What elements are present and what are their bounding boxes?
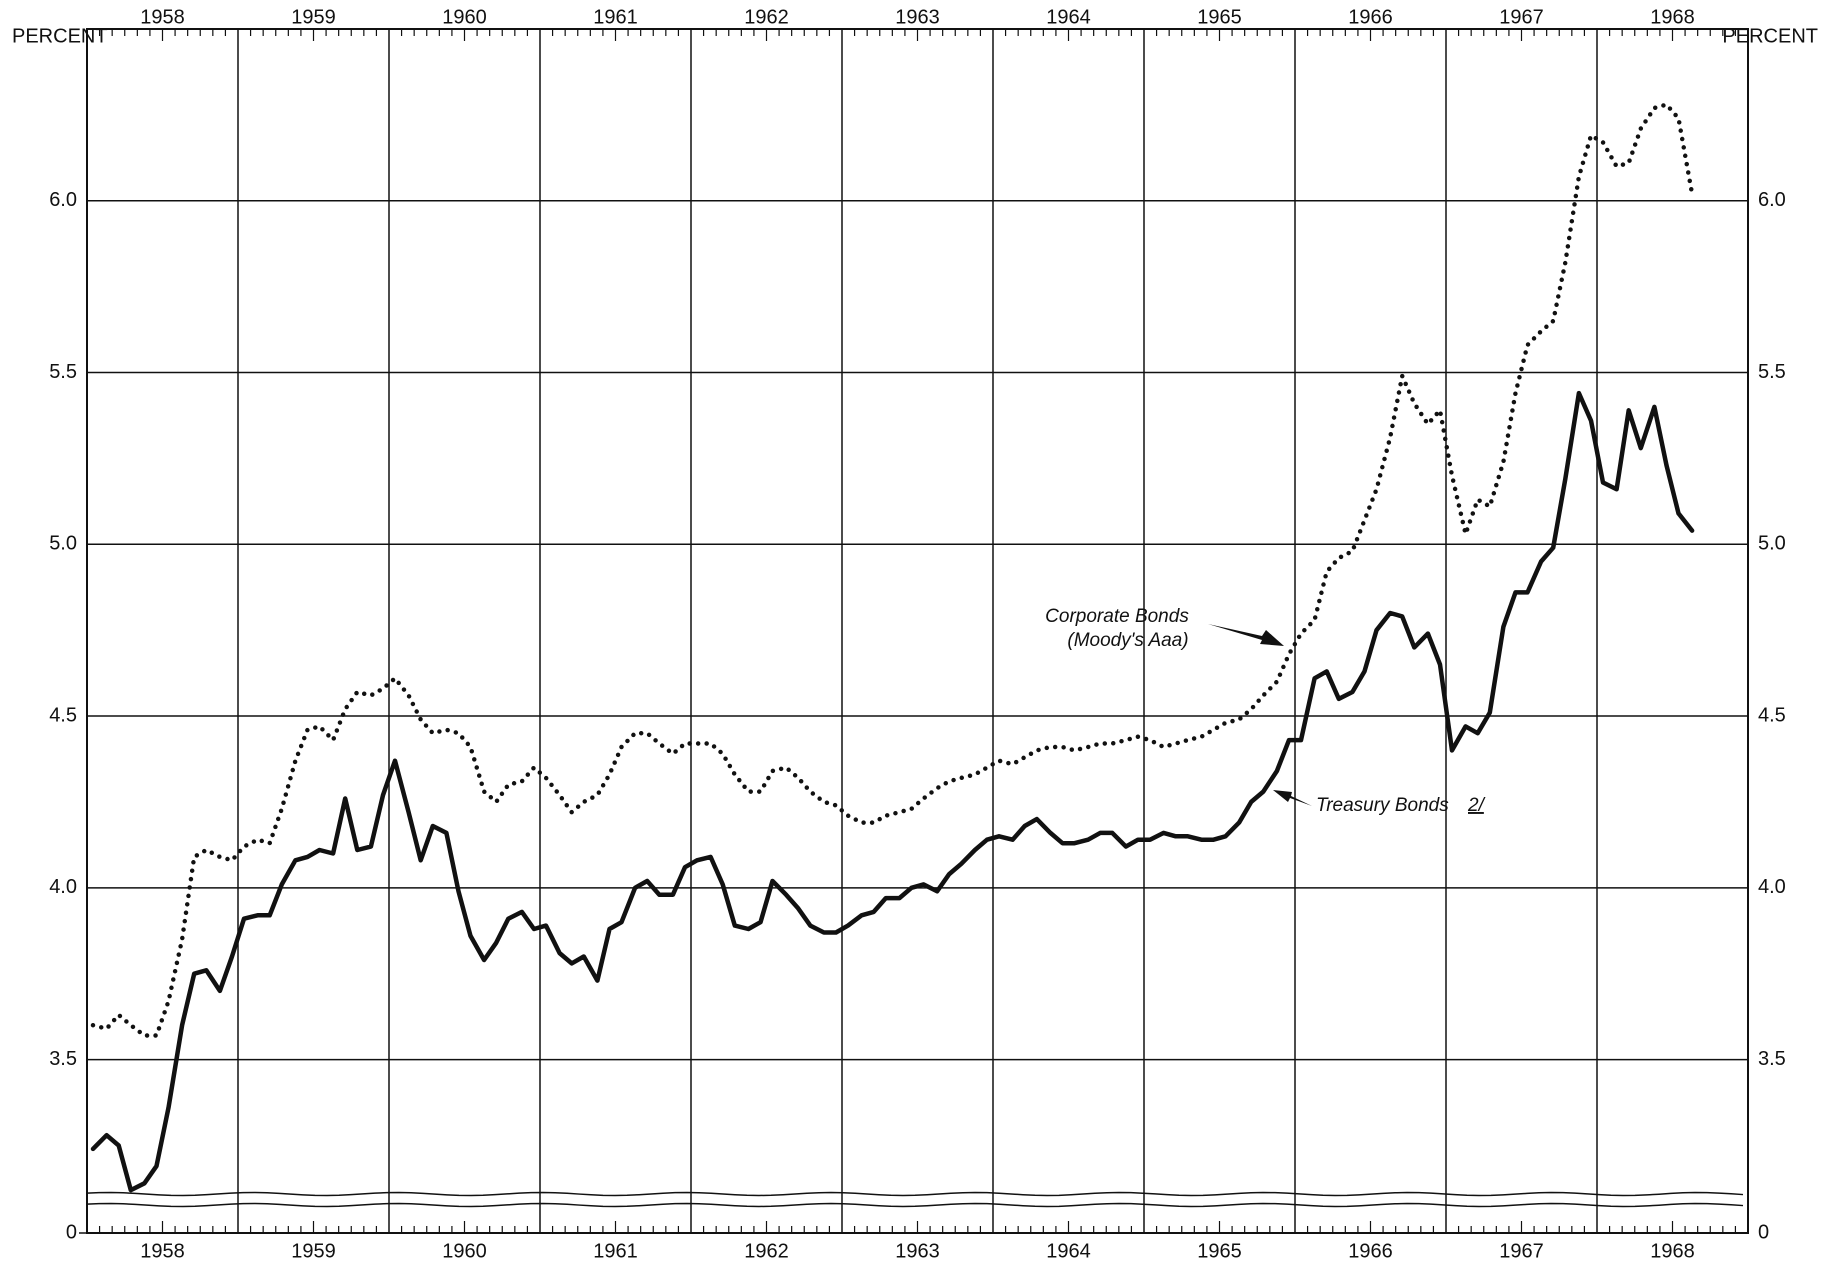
x-tick-label-bottom: 1967	[1499, 1240, 1544, 1262]
axis-break	[86, 1191, 1744, 1197]
annotation: Corporate Bonds	[1045, 606, 1189, 627]
y-tick-label-right: 6.0	[1758, 189, 1786, 211]
x-tick-label-bottom: 1962	[744, 1240, 789, 1262]
x-tick-label-bottom: 1966	[1348, 1240, 1393, 1262]
x-tick-label-top: 1968	[1650, 6, 1695, 28]
y-tick-label-left: 6.0	[49, 189, 77, 211]
y-tick-label-left: 5.0	[49, 533, 77, 555]
x-tick-label-top: 1961	[593, 6, 638, 28]
y-axis-label-right: PERCENT	[1722, 25, 1818, 47]
y-tick-label-left: 4.5	[49, 704, 77, 726]
annotation-arrow	[1273, 790, 1312, 806]
x-tick-label-bottom: 1963	[895, 1240, 940, 1262]
x-tick-label-top: 1963	[895, 6, 940, 28]
y-axis-label-left: PERCENT	[12, 25, 108, 47]
y-tick-label-left: 0	[66, 1221, 77, 1243]
x-tick-label-top: 1964	[1046, 6, 1091, 28]
x-tick-label-top: 1962	[744, 6, 789, 28]
y-tick-label-right: 5.5	[1758, 361, 1786, 383]
x-tick-label-top: 1966	[1348, 6, 1393, 28]
y-tick-label-right: 4.5	[1758, 704, 1786, 726]
x-tick-label-bottom: 1961	[593, 1240, 638, 1262]
x-tick-label-bottom: 1959	[291, 1240, 336, 1262]
annotation-arrow	[1208, 624, 1284, 646]
y-tick-label-right: 0	[1758, 1221, 1769, 1243]
axis-break	[86, 1202, 1744, 1208]
annotation-footnote: 2/	[1467, 795, 1486, 816]
y-tick-label-left: 5.5	[49, 361, 77, 383]
y-tick-label-right: 3.5	[1758, 1048, 1786, 1070]
x-tick-label-bottom: 1965	[1197, 1240, 1242, 1262]
y-tick-label-left: 3.5	[49, 1048, 77, 1070]
x-tick-label-bottom: 1958	[140, 1240, 185, 1262]
x-tick-label-bottom: 1968	[1650, 1240, 1695, 1262]
annotation: (Moody's Aaa)	[1067, 630, 1188, 651]
x-tick-label-bottom: 1964	[1046, 1240, 1091, 1262]
y-tick-label-right: 4.0	[1758, 876, 1786, 898]
series-line	[90, 390, 1695, 1193]
annotation: Treasury Bonds	[1316, 795, 1449, 816]
x-tick-label-top: 1967	[1499, 6, 1544, 28]
x-tick-label-top: 1958	[140, 6, 185, 28]
x-tick-label-top: 1965	[1197, 6, 1242, 28]
y-tick-label-right: 5.0	[1758, 533, 1786, 555]
series-line	[90, 102, 1695, 1038]
x-tick-label-bottom: 1960	[442, 1240, 487, 1262]
y-tick-label-left: 4.0	[49, 876, 77, 898]
plot-frame	[86, 28, 1749, 1234]
x-tick-label-top: 1960	[442, 6, 487, 28]
x-tick-label-top: 1959	[291, 6, 336, 28]
